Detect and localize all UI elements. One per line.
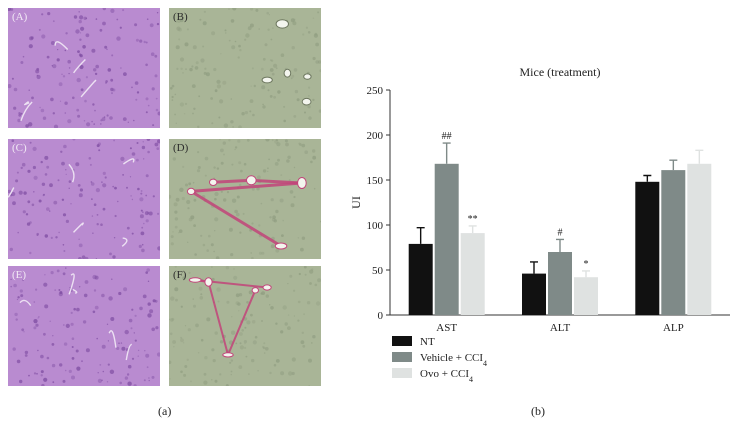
tissue-image [169, 139, 321, 259]
tissue-image [8, 266, 160, 386]
error-bar [669, 159, 678, 171]
error-bar [695, 149, 704, 164]
micrograph-d: (D) [169, 139, 321, 259]
micrograph-c: (C) [8, 139, 160, 259]
y-tick-label: 0 [378, 310, 384, 322]
panel-label: (C) [12, 142, 27, 154]
liver-enzyme-bar-chart: Mice (treatment) 0 50 100 150 200 250 UI ## ** AST… [349, 65, 730, 384]
histology-panel-grid: (A) (B) (C) (D) (E) (F) [0, 0, 340, 400]
y-tick-label: 150 [367, 175, 384, 187]
chart-title: Mice (treatment) [520, 65, 601, 79]
legend-swatch [392, 368, 412, 378]
legend-swatch [392, 352, 412, 362]
panel-label: (A) [12, 11, 28, 23]
error-bar [468, 225, 477, 234]
x-tick-label: ALP [663, 322, 684, 334]
error-bar [556, 238, 564, 252]
error-bar [416, 227, 425, 244]
legend-label: Ovo + CCI4 [420, 368, 473, 384]
micrograph-a: (A) [8, 8, 160, 128]
bar [408, 243, 433, 315]
legend-label: NT [420, 336, 435, 348]
y-tick-label: 50 [372, 265, 384, 277]
bar [460, 233, 485, 315]
tissue-image [169, 266, 321, 386]
x-tick-label: ALT [550, 322, 571, 334]
significance-marker: ** [468, 214, 478, 225]
bar [574, 277, 598, 315]
y-axis-label: UI [349, 196, 363, 209]
bar [522, 273, 546, 315]
y-tick-label: 200 [367, 130, 384, 142]
error-bar [442, 142, 451, 164]
bar [687, 163, 712, 315]
legend-label: Vehicle + CCI4 [420, 352, 487, 368]
bar [661, 170, 686, 315]
significance-marker: # [558, 227, 563, 238]
bar [548, 252, 572, 315]
panel-label: (B) [173, 11, 188, 23]
bar [635, 181, 660, 315]
error-bar [582, 270, 590, 278]
tissue-image [8, 139, 160, 259]
error-bar [643, 174, 652, 182]
tissue-image [169, 8, 321, 128]
significance-marker: ## [442, 131, 452, 142]
bar [434, 163, 459, 315]
figure-caption-b: (b) [531, 404, 545, 418]
tissue-image [8, 8, 160, 128]
y-tick-label: 100 [367, 220, 384, 232]
significance-marker: * [584, 259, 589, 270]
legend-swatch [392, 336, 412, 346]
micrograph-f: (F) [169, 266, 321, 386]
error-bar [530, 261, 538, 274]
x-tick-label: AST [436, 322, 457, 334]
panel-label: (E) [12, 269, 27, 281]
y-tick-label: 250 [367, 85, 384, 97]
panel-label: (D) [173, 142, 189, 154]
panel-label: (F) [173, 269, 187, 281]
micrograph-e: (E) [8, 266, 160, 386]
micrograph-b: (B) [169, 8, 321, 128]
figure-caption-a: (a) [158, 404, 172, 418]
